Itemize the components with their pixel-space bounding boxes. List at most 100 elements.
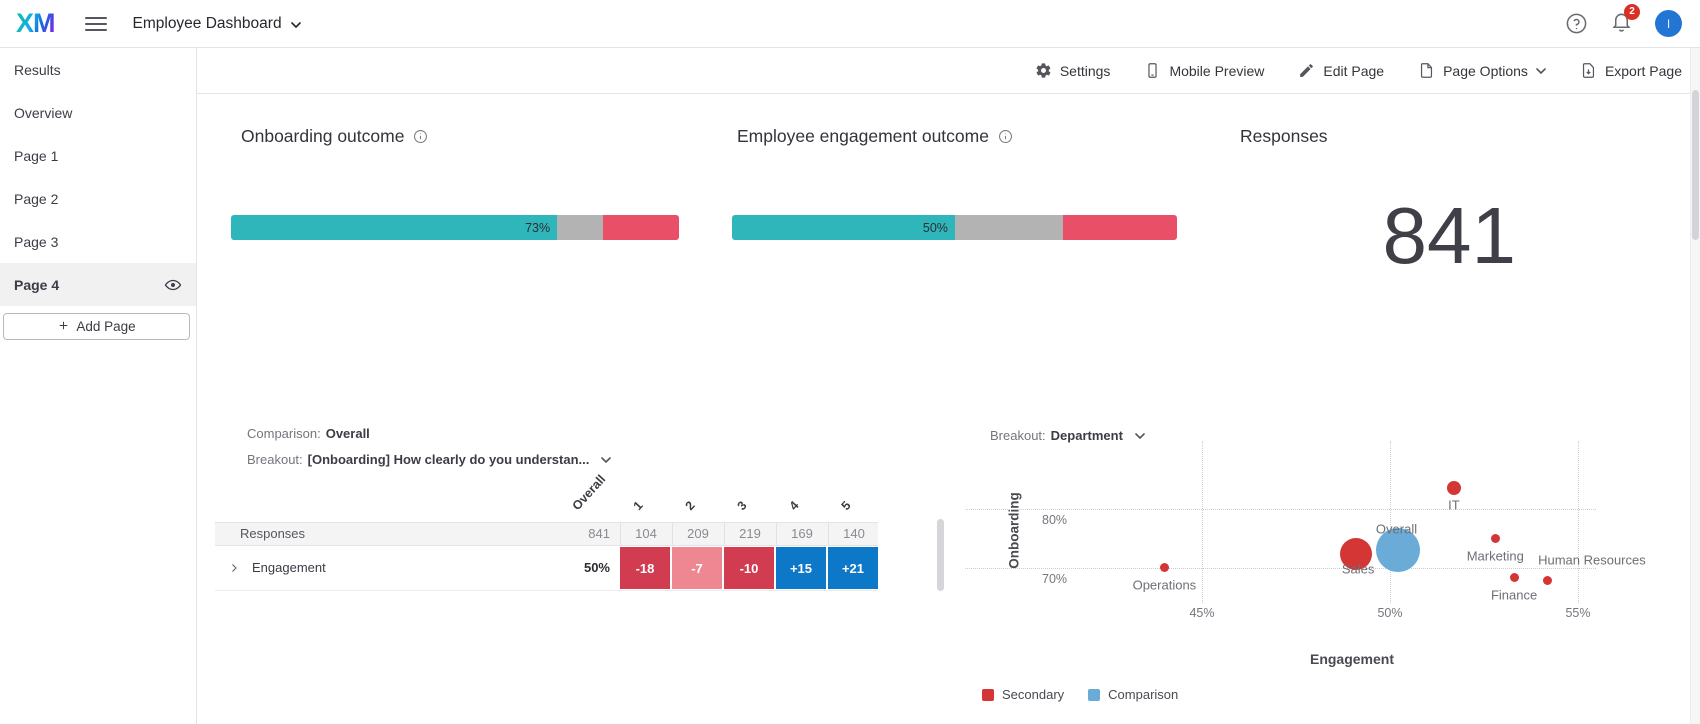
table-row-label: Responses <box>240 526 306 541</box>
table-overall-value: 50% <box>583 560 610 575</box>
scatter-point-overall <box>1375 527 1420 572</box>
table-header-overall: Overall <box>569 472 609 513</box>
responses-count: 841 <box>1382 191 1516 280</box>
toolbar-item-label: Export Page <box>1604 62 1682 79</box>
table-delta-cell: +21 <box>828 547 878 589</box>
toolbar-mobile-preview-button[interactable]: Mobile Preview <box>1144 62 1264 79</box>
add-page-button[interactable]: Add Page <box>3 313 190 340</box>
sidebar: Results Overview Page 1 Page 2 Page 3 Page 4 … <box>0 48 197 724</box>
table-delta-cell: -7 <box>672 547 722 589</box>
scrollbar-thumb[interactable] <box>1692 90 1699 240</box>
sidebar-item-page-3[interactable]: Page 3 <box>0 220 196 263</box>
gauge-segment-gap <box>1063 215 1177 240</box>
avatar[interactable]: I <box>1655 10 1682 37</box>
table-cell: 169 <box>776 523 827 545</box>
chart-legend: Secondary Comparison <box>982 687 1178 702</box>
x-axis-label: Engagement <box>1309 651 1394 667</box>
table-header-4: 4 <box>786 498 802 513</box>
sidebar-item-page-4[interactable]: Page 4 <box>0 263 196 306</box>
y-tick-label: 80% <box>1042 513 1068 527</box>
sidebar-item-overview[interactable]: Overview <box>0 91 196 134</box>
info-icon[interactable] <box>998 129 1013 144</box>
table-overall-value: 841 <box>588 526 610 541</box>
comparison-selector[interactable]: Comparison: Overall <box>247 426 370 441</box>
info-icon[interactable] <box>413 129 428 144</box>
sidebar-item-label: Page 4 <box>14 276 60 293</box>
sidebar-item-results[interactable]: Results <box>0 48 196 91</box>
gauge-segment-achieved: 50% <box>732 215 955 240</box>
scatter-point-label: Operations <box>1132 577 1197 593</box>
table-delta-cell: -10 <box>724 547 774 589</box>
table-delta-cell: -18 <box>620 547 670 589</box>
eye-icon[interactable] <box>164 276 182 294</box>
legend-item-secondary: Secondary <box>982 687 1064 702</box>
toolbar-item-label: Settings <box>1059 62 1111 79</box>
help-button[interactable] <box>1565 12 1588 35</box>
toolbar-settings-button[interactable]: Settings <box>1035 62 1111 79</box>
breakout-value: [Onboarding] How clearly do you understa… <box>307 452 590 467</box>
add-page-label: Add Page <box>76 319 136 334</box>
scatter-point-sales <box>1340 537 1373 570</box>
xm-logo[interactable]: XM <box>16 8 55 38</box>
table-scrollbar[interactable] <box>937 519 944 591</box>
x-tick-label: 55% <box>1565 606 1591 620</box>
toolbar-export-page-button[interactable]: Export Page <box>1580 62 1682 79</box>
breakout-value: Department <box>1050 428 1123 443</box>
legend-swatch <box>1088 688 1101 701</box>
legend-swatch <box>982 688 994 701</box>
gauge-value-label: 73% <box>525 220 551 235</box>
scatter-point-human-resources <box>1543 575 1553 585</box>
gridline <box>965 568 1596 569</box>
notifications-button[interactable]: 2 <box>1610 3 1640 38</box>
table-header-5: 5 <box>838 498 854 513</box>
dashboard-title: Employee Dashboard <box>132 14 282 32</box>
table-row-responses: Responses 841 104 209 219 169 140 <box>215 522 878 546</box>
gauge-segment-neutral <box>954 215 1064 240</box>
plus-icon <box>57 319 70 335</box>
scatter-breakout-selector[interactable]: Breakout: Department <box>990 428 1145 443</box>
sidebar-item-page-1[interactable]: Page 1 <box>0 134 196 177</box>
chevron-down-icon <box>1135 432 1145 439</box>
sidebar-item-label: Results <box>14 61 61 78</box>
notification-badge: 2 <box>1624 3 1640 20</box>
toolbar-item-label: Edit Page <box>1323 62 1385 79</box>
scatter-point-operations <box>1159 562 1169 572</box>
menu-icon[interactable] <box>84 13 107 35</box>
gridline <box>1390 441 1391 603</box>
table-cell: 209 <box>672 523 723 545</box>
breakout-selector[interactable]: Breakout: [Onboarding] How clearly do yo… <box>247 452 612 467</box>
scatter-point-label: Overall <box>1375 521 1418 537</box>
scatter-point-label: Marketing <box>1466 548 1524 563</box>
scatter-point-label: IT <box>1448 497 1460 513</box>
sidebar-item-page-2[interactable]: Page 2 <box>0 177 196 220</box>
expand-row-icon[interactable] <box>228 562 240 574</box>
scatter-point-label: Finance <box>1490 587 1538 603</box>
chevron-down-icon <box>290 15 301 33</box>
table-header-2: 2 <box>682 498 698 513</box>
toolbar-page-options-button[interactable]: Page Options <box>1418 62 1546 79</box>
table-delta-cell: +15 <box>776 547 826 589</box>
scatter-point-label: Sales <box>1341 561 1375 577</box>
engagement-widget-title: Employee engagement outcome <box>737 126 1013 147</box>
onboarding-outcome-gauge: 73% <box>231 215 679 240</box>
breakout-label: Breakout: <box>990 428 1046 443</box>
gauge-segment-neutral <box>557 215 604 240</box>
gridline <box>965 509 1596 510</box>
pencil-icon <box>1298 62 1315 79</box>
gauge-segment-achieved: 73% <box>231 215 558 240</box>
x-tick-label: 45% <box>1189 606 1215 620</box>
y-axis-label: Onboarding <box>1006 492 1022 569</box>
sidebar-item-label: Overview <box>14 104 73 121</box>
scatter-point-marketing <box>1490 534 1500 543</box>
comparison-value: Overall <box>325 426 370 441</box>
table-row-label: Engagement <box>252 560 326 575</box>
dashboard-title-dropdown[interactable]: Employee Dashboard <box>133 15 301 33</box>
table-header-1: 1 <box>630 498 646 513</box>
scatter-widget: Breakout: Department Onboarding Engageme… <box>920 425 1646 724</box>
export-icon <box>1580 62 1597 79</box>
toolbar-edit-page-button[interactable]: Edit Page <box>1298 62 1384 79</box>
y-tick-label: 70% <box>1042 572 1068 586</box>
gauge-segment-gap <box>603 215 679 240</box>
comparison-label: Comparison: <box>247 426 321 441</box>
